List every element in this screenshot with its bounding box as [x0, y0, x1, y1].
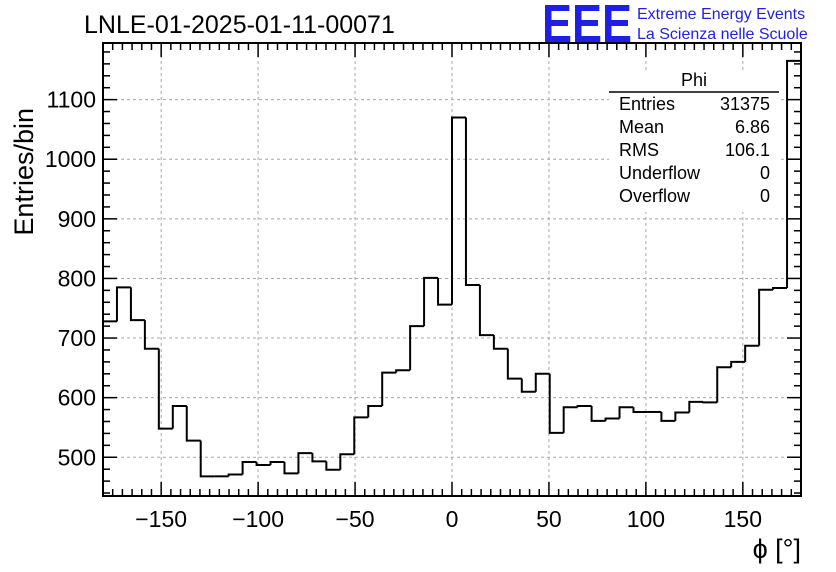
y-tick-label: 1000: [45, 146, 96, 172]
histogram-bin: [506, 348, 522, 380]
stats-label: Underflow: [619, 163, 701, 183]
histogram-bin: [590, 405, 606, 422]
histogram-bin: [143, 320, 159, 350]
histogram-bin: [451, 116, 466, 305]
eee-logo: EEE Extreme Energy Events La Scienza nel…: [542, 0, 808, 54]
stats-value: 6.86: [735, 117, 770, 137]
histogram-bin: [492, 335, 508, 350]
histogram-bin: [520, 378, 536, 393]
chart-title: LNLE-01-2025-01-11-00071: [84, 11, 395, 39]
x-tick-label: −150: [135, 506, 187, 532]
y-tick-label: 1100: [47, 87, 96, 113]
histogram-bin: [744, 344, 760, 362]
histogram-bin: [688, 400, 704, 413]
x-tick-label: −100: [232, 506, 284, 532]
x-axis-title: ϕ [°]: [753, 534, 801, 564]
histogram-bin: [255, 462, 271, 467]
stats-label: Entries: [619, 94, 675, 114]
histogram-bin: [381, 371, 397, 406]
histogram-bin: [409, 325, 425, 371]
tick-labels: −150 −100 −50 0 50 100 150 500 600 700 800 900 1000 1…: [45, 87, 762, 532]
x-tick-label: 150: [724, 506, 762, 532]
histogram-bin: [478, 284, 494, 337]
histogram-bin: [339, 453, 355, 470]
histogram-bin: [283, 462, 299, 475]
histogram-bin: [674, 411, 690, 421]
histogram-bin: [115, 286, 131, 322]
y-tick-label: 900: [58, 206, 96, 232]
histogram-bin: [227, 473, 243, 477]
histogram-bin: [199, 440, 215, 478]
stats-value: 106.1: [725, 140, 770, 160]
histogram-bin: [660, 411, 676, 422]
stats-label: Overflow: [619, 186, 691, 206]
histogram-bin: [129, 287, 145, 322]
y-tick-label: 800: [58, 265, 96, 291]
histogram-bin: [534, 372, 550, 392]
y-tick-label: 500: [58, 444, 96, 470]
histogram-bin: [716, 366, 732, 403]
histogram-bin: [395, 369, 411, 373]
y-axis-title: Entries/bin: [9, 108, 39, 236]
stats-label: Mean: [619, 117, 664, 137]
histogram-bin: [297, 452, 313, 474]
stats-rows: Entries 31375 Mean 6.86 RMS 106.1 Underflow 0 Ov…: [619, 94, 770, 206]
logo-line-1: Extreme Energy Events: [637, 6, 805, 23]
histogram-bin: [157, 348, 173, 430]
y-tick-label: 600: [58, 385, 96, 411]
histogram-bin: [423, 276, 439, 327]
histogram-bin: [269, 461, 285, 466]
histogram-bin: [702, 401, 718, 404]
histogram-bin: [576, 404, 592, 408]
histogram-bin: [772, 286, 788, 290]
histogram-bin: [632, 407, 648, 413]
histogram-bin: [353, 416, 369, 455]
stats-box: Phi Entries 31375 Mean 6.86 RMS 106.1 Underflo…: [609, 70, 779, 212]
histogram-bin: [437, 277, 452, 306]
eee-logo-mark: EEE: [542, 0, 632, 54]
histogram-bin: [758, 288, 774, 346]
x-tick-label: 50: [536, 506, 562, 532]
histogram-bin: [241, 461, 257, 475]
histogram-bin: [548, 373, 564, 434]
y-tick-label: 700: [58, 325, 96, 351]
stats-value: 0: [760, 163, 770, 183]
x-tick-label: 100: [627, 506, 665, 532]
histogram-bin: [464, 117, 480, 286]
histogram-bin: [604, 417, 620, 421]
stats-value: 31375: [720, 94, 770, 114]
histogram-bin: [562, 406, 578, 433]
histogram-bars: [103, 59, 801, 478]
histogram-bin: [311, 453, 327, 463]
histogram-bin: [786, 59, 801, 288]
stats-value: 0: [760, 186, 770, 206]
histogram-bin: [367, 404, 383, 418]
x-tick-label: −50: [336, 506, 375, 532]
histogram-bin: [171, 404, 187, 429]
stats-box-background: [609, 72, 779, 212]
stats-box-title: Phi: [681, 70, 707, 90]
histogram-bin: [185, 405, 201, 442]
stats-label: RMS: [619, 140, 659, 160]
x-tick-label: 0: [446, 506, 459, 532]
histogram-bin: [618, 406, 634, 419]
logo-line-2: La Scienza nelle Scuole: [637, 26, 808, 43]
axis-ticks: [103, 43, 801, 496]
histogram-bin: [325, 461, 341, 471]
histogram-bin: [730, 360, 746, 368]
